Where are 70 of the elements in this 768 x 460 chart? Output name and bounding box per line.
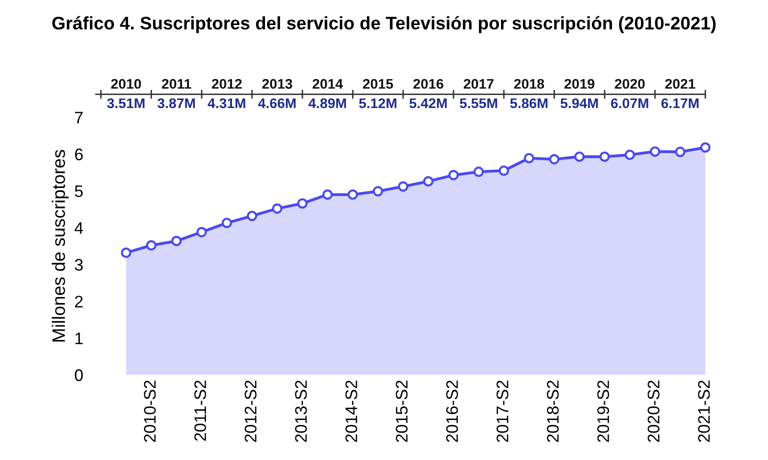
- point: [473, 166, 484, 177]
- point: [196, 226, 207, 238]
- x-tick-label: 2017-S2: [496, 380, 508, 442]
- point: [222, 218, 232, 228]
- text: 5.42M: [409, 98, 447, 108]
- x-tick-label: 2018-S2: [546, 380, 559, 442]
- point: [549, 154, 560, 164]
- point: [700, 142, 710, 153]
- text: 2011: [162, 78, 192, 89]
- text: 2014: [312, 78, 343, 89]
- text: 2017: [464, 78, 494, 89]
- text: 2013: [262, 78, 292, 89]
- text: 2020: [614, 78, 645, 89]
- point: [498, 165, 510, 176]
- point: [574, 151, 585, 162]
- y-tick-label: 3: [74, 258, 83, 271]
- point: [448, 170, 459, 180]
- point: [348, 189, 358, 200]
- x-tick-label: 2012-S2: [244, 380, 256, 442]
- text: 4.89M: [308, 98, 346, 108]
- point: [524, 152, 534, 164]
- point: [120, 248, 132, 258]
- x-tick-label: 2016-S2: [446, 380, 458, 442]
- point: [624, 150, 636, 160]
- point: [322, 189, 333, 200]
- text: 2015: [362, 78, 394, 89]
- text: 2018: [514, 78, 544, 89]
- x-tick-label: 2011-S2: [194, 380, 206, 441]
- text: 2012: [212, 78, 242, 89]
- text: 6.07M: [611, 98, 648, 108]
- x-tick-label: 2015-S2: [396, 380, 408, 442]
- x-tick-label: 2013-S2: [295, 380, 307, 442]
- point: [650, 146, 660, 157]
- point: [146, 240, 156, 251]
- text: 5.86M: [510, 98, 548, 108]
- text: 2019: [564, 78, 594, 89]
- x-tick-label: 2014-S2: [345, 380, 358, 442]
- text: 2021: [665, 78, 696, 89]
- point: [246, 210, 258, 222]
- text: 4.66M: [258, 98, 296, 108]
- y-tick-label: 6: [75, 148, 83, 160]
- y-tick-label: 2: [75, 296, 83, 308]
- text: 2016: [413, 78, 444, 89]
- point: [423, 176, 434, 187]
- point: [599, 151, 610, 162]
- y-axis-title: Millones de suscriptores: [52, 150, 69, 342]
- point: [171, 236, 182, 246]
- x-tick-label: 2020-S2: [648, 380, 660, 442]
- point: [272, 203, 282, 214]
- text: 5.55M: [460, 98, 498, 108]
- text: 3.87M: [157, 98, 195, 108]
- point: [297, 198, 308, 209]
- text: 5.94M: [560, 98, 598, 108]
- y-tick-label: 4: [74, 222, 83, 234]
- y-tick-label: 1: [75, 332, 83, 344]
- point: [674, 146, 686, 158]
- point: [372, 186, 384, 196]
- x-tick-label: 2019-S2: [597, 380, 610, 442]
- y-tick-label: 5: [74, 185, 83, 198]
- text: 2010: [111, 78, 141, 89]
- text: 6.17M: [661, 98, 699, 108]
- chart-title: Gráfico 4. Suscriptores del servicio de Televisión por suscripción (2010-2021): [52, 16, 716, 34]
- x-tick-label: 2021-S2: [698, 380, 710, 442]
- text: 5.12M: [359, 98, 396, 108]
- text: 3.51M: [107, 98, 144, 108]
- text: 4.31M: [208, 98, 246, 108]
- x-tick-label: 2010-S2: [144, 380, 156, 442]
- y-tick-label: 7: [75, 112, 83, 124]
- y-tick-label: 0: [74, 369, 83, 382]
- point: [398, 181, 408, 192]
